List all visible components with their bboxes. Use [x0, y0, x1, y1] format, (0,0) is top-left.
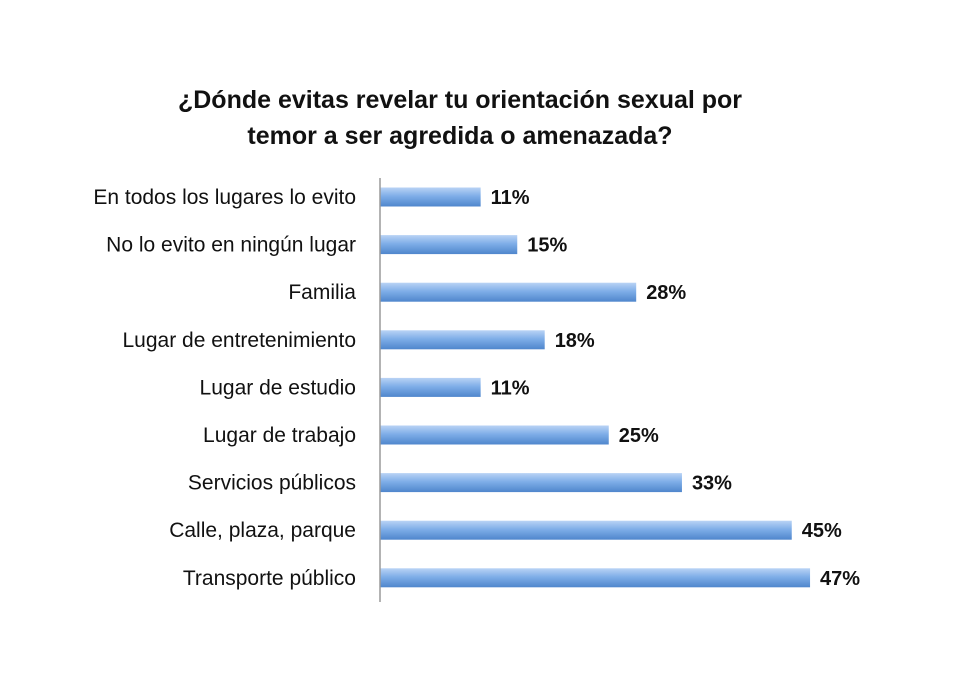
category-label: No lo evito en ningún lugar	[106, 234, 356, 257]
data-label: 11%	[491, 187, 530, 209]
data-label: 45%	[802, 520, 842, 542]
bar	[380, 473, 682, 493]
category-label: Servicios públicos	[188, 472, 356, 495]
bar	[380, 282, 637, 302]
category-label: Transporte público	[183, 567, 356, 590]
chart-title: ¿Dónde evitas revelar tu orientación sex…	[120, 82, 800, 154]
category-label: Familia	[288, 281, 356, 304]
category-label: Lugar de entretenimiento	[123, 329, 357, 352]
data-label: 18%	[555, 330, 595, 352]
bar	[380, 330, 545, 350]
category-label: En todos los lugares lo evito	[93, 186, 356, 209]
data-label: 28%	[646, 282, 686, 304]
bar	[380, 425, 609, 445]
data-label: 15%	[527, 235, 567, 257]
bar	[380, 187, 481, 207]
bar	[380, 235, 518, 255]
data-label: 11%	[491, 377, 530, 399]
chart-title-line-1: ¿Dónde evitas revelar tu orientación sex…	[177, 86, 743, 114]
data-label: 33%	[692, 473, 732, 495]
category-label: Lugar de estudio	[200, 376, 356, 399]
data-label: 47%	[820, 568, 860, 590]
bar	[380, 520, 792, 540]
category-label: Lugar de trabajo	[203, 424, 356, 447]
data-label: 25%	[619, 425, 659, 447]
chart-title-line-2: temor a ser agredida o amenazada?	[247, 122, 673, 150]
bar	[380, 377, 481, 397]
category-label: Calle, plaza, parque	[169, 519, 356, 542]
bar	[380, 568, 811, 588]
